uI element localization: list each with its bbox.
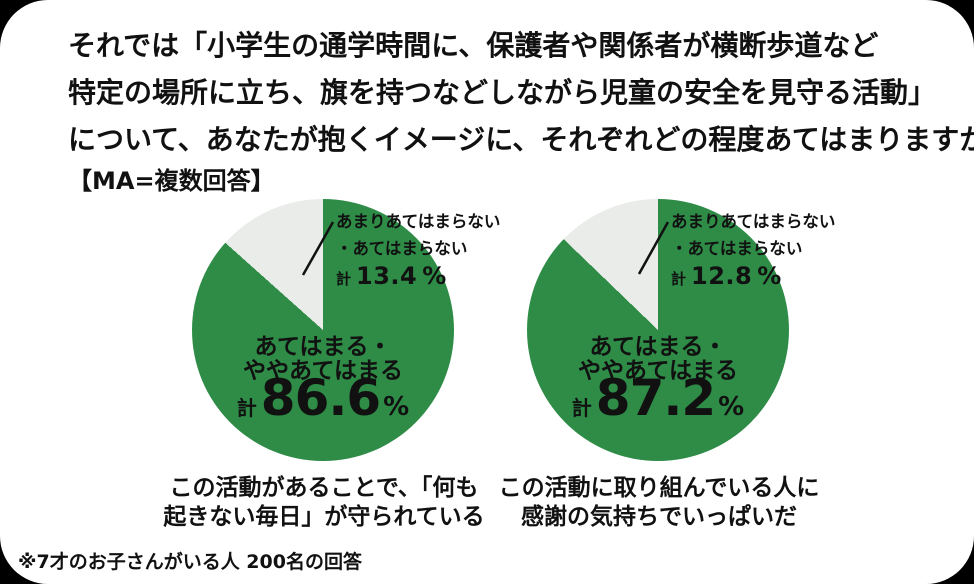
green-slice-label-line1: あてはまる・ bbox=[589, 334, 727, 360]
pie-chart-gratitude: あまりあてはまらない ・あてはまらない 計 12.8 % あてはまる・ ややあて… bbox=[527, 199, 835, 461]
pie1-caption-line2: 起きない毎日」が守られている bbox=[163, 504, 485, 530]
pie1-caption: この活動があることで、「何も 起きない毎日」が守られている bbox=[144, 474, 504, 532]
total-prefix: 計 bbox=[336, 270, 352, 288]
pie2-caption-line2: 感謝の気持ちでいっぱいだ bbox=[521, 504, 797, 530]
green-slice-label-line2: ややあてはまる bbox=[242, 358, 404, 384]
pie2-caption-line1: この活動に取り組んでいる人に bbox=[498, 475, 820, 501]
percent-sign: % bbox=[757, 262, 782, 290]
green-slice-label: あてはまる・ ややあてはまる 計 86.6 % bbox=[162, 334, 484, 427]
gray-slice-value: 12.8 bbox=[691, 262, 753, 290]
gray-slice-total: 計 12.8 % bbox=[671, 263, 835, 293]
green-slice-label-line1: あてはまる・ bbox=[254, 334, 392, 360]
gray-slice-label: あまりあてはまらない ・あてはまらない 計 13.4 % bbox=[336, 209, 500, 293]
answer-type-note: 【MA=複数回答】 bbox=[68, 167, 275, 195]
green-slice-total: 計 87.2 % bbox=[497, 369, 819, 427]
total-prefix: 計 bbox=[571, 396, 592, 420]
respondents-footnote: ※7才のお子さんがいる人 200名の回答 bbox=[18, 551, 362, 573]
gray-slice-total: 計 13.4 % bbox=[336, 263, 500, 293]
gray-slice-label-line2: ・あてはまらない bbox=[336, 238, 468, 258]
gray-slice-label-line1: あまりあてはまらない bbox=[671, 212, 836, 231]
green-slice-value: 86.6 bbox=[260, 369, 381, 427]
green-slice-value: 87.2 bbox=[595, 369, 716, 427]
green-slice-label-line2: ややあてはまる bbox=[577, 358, 739, 384]
question-title: それでは「小学生の通学時間に、保護者や関係者が横断歩道など 特定の場所に立ち、旗… bbox=[68, 22, 974, 197]
gray-slice-label-line1: あまりあてはまらない bbox=[336, 212, 501, 231]
pie2-caption: この活動に取り組んでいる人に 感謝の気持ちでいっぱいだ bbox=[479, 474, 839, 532]
percent-sign: % bbox=[718, 392, 745, 422]
gray-slice-value: 13.4 bbox=[356, 262, 418, 290]
pie-chart-safety: あまりあてはまらない ・あてはまらない 計 13.4 % あてはまる・ ややあて… bbox=[192, 199, 500, 461]
total-prefix: 計 bbox=[671, 270, 687, 288]
green-slice-label: あてはまる・ ややあてはまる 計 87.2 % bbox=[497, 334, 819, 427]
pie1-caption-line1: この活動があることで、「何も bbox=[169, 475, 479, 501]
gray-slice-label: あまりあてはまらない ・あてはまらない 計 12.8 % bbox=[671, 209, 835, 293]
question-title-line3: について、あなたが抱くイメージに、それぞれどの程度あてはまりますか? bbox=[68, 123, 974, 156]
question-title-line1: それでは「小学生の通学時間に、保護者や関係者が横断歩道など bbox=[68, 29, 879, 62]
percent-sign: % bbox=[422, 262, 447, 290]
percent-sign: % bbox=[383, 392, 410, 422]
question-title-line2: 特定の場所に立ち、旗を持つなどしながら児童の安全を見守る活動」 bbox=[68, 76, 937, 109]
green-slice-total: 計 86.6 % bbox=[162, 369, 484, 427]
total-prefix: 計 bbox=[236, 396, 257, 420]
gray-slice-label-line2: ・あてはまらない bbox=[671, 238, 803, 258]
